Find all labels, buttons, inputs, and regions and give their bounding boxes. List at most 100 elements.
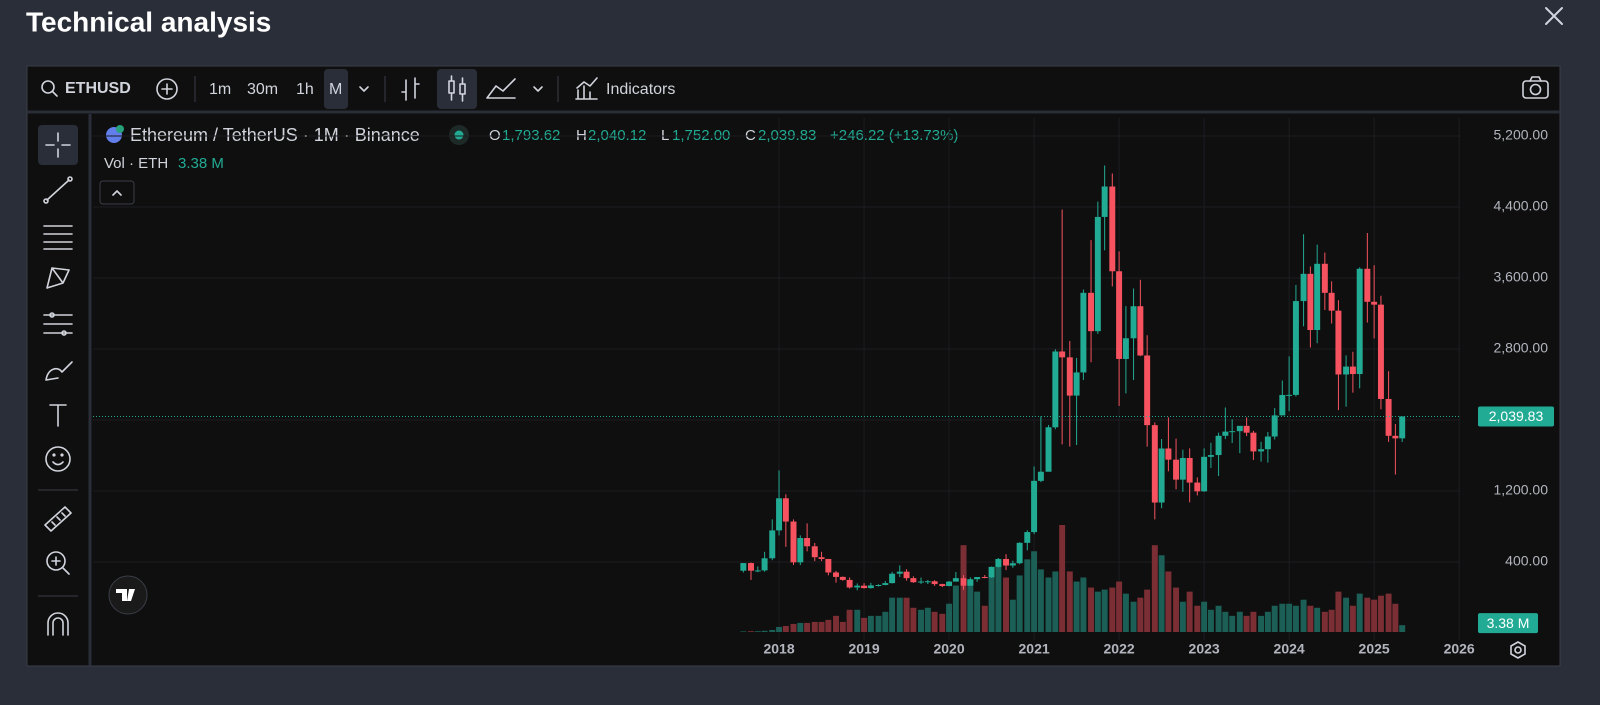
candle-body	[818, 557, 825, 559]
pattern-tool[interactable]	[46, 267, 70, 289]
candles-style-active[interactable]	[437, 69, 477, 109]
zoom-tool[interactable]	[46, 551, 70, 575]
volume-bar	[1250, 611, 1257, 632]
volume-bar	[1016, 575, 1023, 632]
candle-body	[761, 558, 768, 571]
legend-symbol: Ethereum / TetherUS · 1M · Binance	[130, 125, 420, 145]
chart-panel	[26, 65, 1561, 667]
candle-body	[967, 579, 974, 586]
add-symbol[interactable]	[156, 78, 178, 100]
volume-bar	[910, 607, 917, 632]
volume-bar	[1116, 581, 1123, 632]
volume-bar	[1349, 605, 1356, 632]
volume-bar	[1229, 615, 1236, 632]
volume-bar	[918, 609, 925, 632]
candle-body	[910, 578, 917, 583]
interval[interactable]: 1m	[209, 81, 231, 98]
y-tick-label: 4,400.00	[1494, 198, 1549, 214]
candle-body	[1009, 563, 1016, 566]
volume-bar	[1328, 609, 1335, 632]
interval-active[interactable]: M	[329, 81, 342, 98]
style-menu[interactable]	[533, 86, 543, 92]
candle-body	[1158, 448, 1165, 503]
candle-body	[1165, 448, 1172, 460]
volume-bar	[1003, 577, 1010, 632]
candle-body	[1144, 355, 1151, 426]
candle-body	[903, 571, 910, 579]
candle-body	[1236, 425, 1243, 432]
candle-body	[1399, 416, 1406, 439]
text-tool[interactable]	[49, 404, 67, 427]
magnet-tool[interactable]	[47, 612, 69, 636]
collapse-legend[interactable]	[99, 180, 135, 205]
crosshair-tool[interactable]	[45, 132, 71, 158]
snapshot-button[interactable]	[1522, 76, 1549, 99]
candle-body	[1109, 186, 1116, 272]
volume-bar	[967, 579, 974, 632]
x-tick-label: 2025	[1359, 641, 1390, 657]
candle-body	[804, 538, 811, 547]
candle-body	[1271, 415, 1278, 437]
candle-body	[1307, 273, 1314, 331]
legend-h: H	[576, 127, 587, 144]
candle-body	[776, 498, 783, 531]
indicators-button[interactable]: Indicators	[606, 81, 675, 98]
volume-bar	[981, 605, 988, 632]
volume-bar	[1066, 571, 1073, 632]
volume-bar	[1137, 597, 1144, 632]
candle-body	[918, 581, 925, 583]
candle-body	[995, 558, 1002, 567]
bars-style[interactable]	[401, 77, 420, 101]
volume-bar	[1109, 587, 1116, 632]
candle-body	[839, 576, 846, 580]
fib-tool[interactable]	[43, 225, 73, 250]
volume-bar	[1307, 605, 1314, 632]
candle-body	[790, 521, 797, 563]
candle-body	[1328, 292, 1335, 311]
volume-bar	[995, 565, 1002, 632]
legend-change: +246.22 (+13.73%)	[830, 127, 958, 144]
interval[interactable]: 1h	[296, 81, 314, 98]
plot: 2018 2019 2020 2021 2022 2023 2024 2025 2026 400.…	[93, 118, 1554, 657]
settings-button[interactable]	[1510, 641, 1526, 659]
legend-high: 2,040.12	[588, 127, 646, 144]
emoji-tool[interactable]	[45, 446, 71, 472]
candle-body	[740, 563, 747, 571]
volume-bar	[1186, 591, 1193, 632]
volume-bar	[1031, 551, 1038, 632]
brush-tool[interactable]	[45, 361, 73, 381]
prediction-tool[interactable]	[43, 312, 73, 336]
ruler-tool[interactable]	[44, 506, 72, 532]
volume-bar	[861, 617, 868, 632]
candle-body	[1343, 366, 1350, 375]
legend-l: L	[661, 127, 669, 144]
trendline-tool[interactable]	[43, 176, 73, 204]
x-tick-label: 2026	[1444, 641, 1475, 657]
volume-bar	[1279, 603, 1286, 632]
x-tick-label: 2024	[1274, 641, 1305, 657]
interval[interactable]: 30m	[247, 81, 278, 98]
area-style[interactable]	[486, 78, 516, 99]
close-button[interactable]	[1545, 7, 1563, 25]
volume-bar	[1130, 601, 1137, 632]
symbol[interactable]: ETHUSD	[65, 80, 131, 97]
candle-body	[1215, 435, 1222, 456]
volume-bar	[1024, 559, 1031, 632]
candle-body	[797, 538, 804, 563]
volume-bar	[1151, 545, 1158, 632]
legend-low: 1,752.00	[672, 127, 730, 144]
legend-volume: 3.38 M	[178, 155, 224, 172]
volume-bar	[1158, 555, 1165, 632]
candle-body	[1151, 425, 1158, 503]
volume-bar	[761, 630, 768, 632]
volume-bar	[782, 625, 789, 632]
interval-menu[interactable]	[359, 86, 369, 92]
legend-volume-name: Vol · ETH	[104, 155, 168, 172]
candle-body	[1335, 310, 1342, 375]
search-icon[interactable]	[41, 80, 58, 97]
indicators-icon[interactable]	[575, 77, 598, 100]
volume-bar	[1271, 605, 1278, 632]
volume-bar	[867, 615, 874, 632]
candle-body	[974, 576, 981, 580]
candle-body	[1292, 301, 1299, 395]
